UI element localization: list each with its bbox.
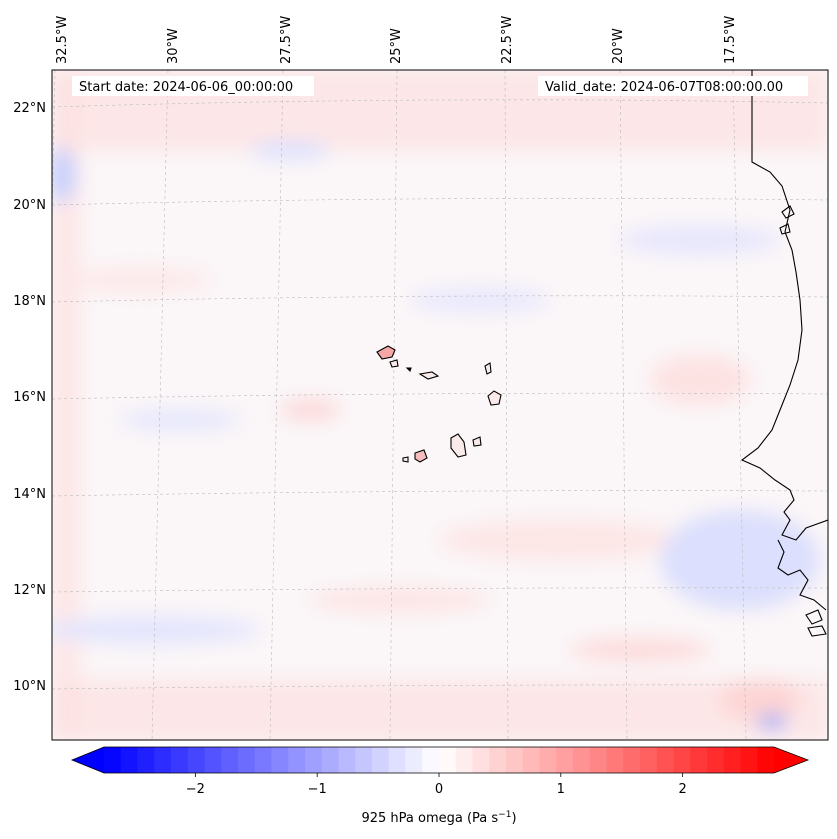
colorbar-cell [288,747,306,773]
colorbar-cell [640,747,658,773]
colorbar-cell [489,747,507,773]
colorbar-cell [439,747,457,773]
colorbar-cell [321,747,339,773]
colorbar-cell [372,747,390,773]
colorbar-cell [589,747,607,773]
lon-label: 25°W [389,28,404,64]
colorbar-tick-label: −1 [308,782,327,797]
lon-label: 30°W [166,28,181,64]
colorbar-cell [338,747,356,773]
colorbar-tick-label: −2 [186,782,205,797]
map-frame [51,69,829,741]
lat-label: 22°N [13,101,46,116]
colorbar-cell [120,747,138,773]
gridlines [52,70,828,740]
colorbar-min-extend [72,747,104,773]
colorbar-ticks: −2 −1 0 1 2 [186,773,687,797]
colorbar-cell [472,747,490,773]
start-date-label: Start date: 2024-06-06_00:00:00 [79,80,293,95]
colorbar-cell [707,747,725,773]
colorbar-cell [187,747,205,773]
colorbar-cell [556,747,574,773]
colorbar-cell [305,747,323,773]
colorbar: −2 −1 0 1 2 925 hPa omega (Pa s−1) [70,746,810,826]
colorbar-cell [623,747,641,773]
colorbar-cells [104,747,775,773]
lon-label: 32.5°W [55,16,70,64]
valid-date-label: Valid_date: 2024-06-07T08:00:00.00 [545,80,783,95]
colorbar-cell [506,747,524,773]
colorbar-cell [740,747,758,773]
colorbar-outline [70,746,810,774]
colorbar-cell [254,747,272,773]
colorbar-tick-label: 2 [678,782,686,797]
colorbar-cell [238,747,256,773]
lon-label: 27.5°W [279,16,294,64]
lat-label: 20°N [13,198,46,213]
colorbar-cell [137,747,155,773]
valid-date-box [538,76,808,96]
colorbar-cell [355,747,373,773]
lat-label: 14°N [13,487,46,502]
colorbar-cell [221,747,239,773]
lon-label: 17.5°W [723,16,738,64]
colorbar-tick-label: 1 [557,782,565,797]
latitude-labels: 22°N 20°N 18°N 16°N 14°N 12°N 10°N [13,101,46,694]
longitude-labels: 32.5°W 30°W 27.5°W 25°W 22.5°W 20°W 17.5… [55,16,738,64]
lat-label: 10°N [13,679,46,694]
lon-label: 20°W [611,28,626,64]
colorbar-cell [271,747,289,773]
colorbar-label: 925 hPa omega (Pa s−1) [361,810,516,826]
colorbar-cell [656,747,674,773]
lat-label: 16°N [13,390,46,405]
start-date-box [72,76,314,96]
colorbar-cell [606,747,624,773]
islands [376,345,502,463]
colorbar-cell [104,747,122,773]
colorbar-cell [455,747,473,773]
colorbar-cell [171,747,189,773]
colorbar-cell [757,747,775,773]
colorbar-cell [405,747,423,773]
colorbar-cell [690,747,708,773]
colorbar-tick-label: 0 [435,782,443,797]
colorbar-cell [422,747,440,773]
lon-label: 22.5°W [500,16,515,64]
colorbar-cell [522,747,540,773]
colorbar-cell [539,747,557,773]
colorbar-cell [388,747,406,773]
map-panel [52,70,828,740]
lat-label: 18°N [13,294,46,309]
colorbar-cell [573,747,591,773]
colorbar-cell [673,747,691,773]
colorbar-cell [204,747,222,773]
lat-label: 12°N [13,583,46,598]
coastline [740,70,828,637]
colorbar-cell [723,747,741,773]
colorbar-max-extend [774,747,808,773]
colorbar-cell [154,747,172,773]
